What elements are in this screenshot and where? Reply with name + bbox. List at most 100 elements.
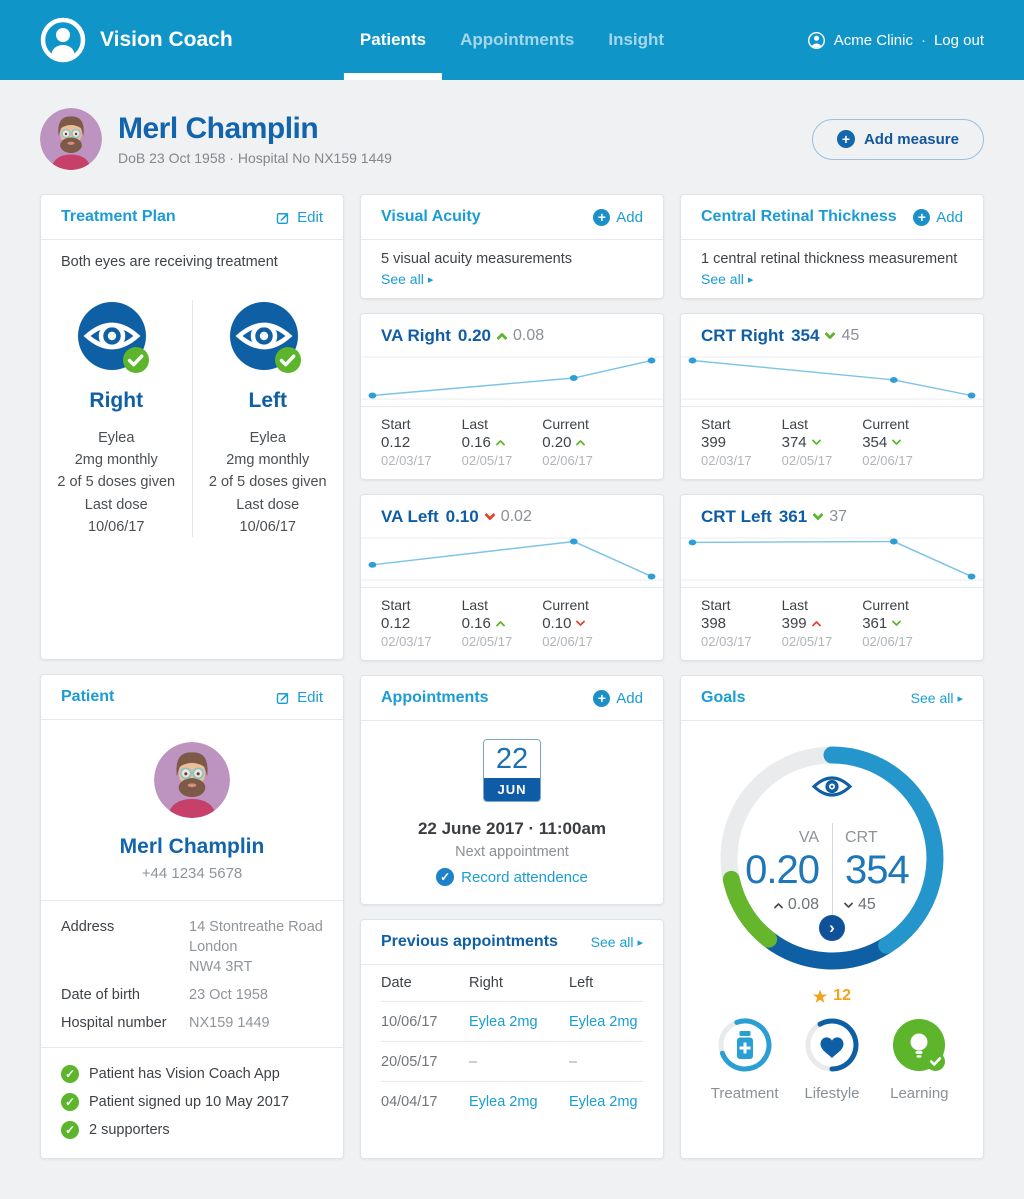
- crt-summary: 1 central retinal thickness measurement: [701, 251, 958, 267]
- add-measure-label: Add measure: [863, 130, 959, 148]
- visual-acuity-add-link[interactable]: + Add: [593, 208, 643, 226]
- stat-current: Current 0.20 02/06/17: [542, 416, 593, 468]
- add-measure-button[interactable]: + Add measure: [811, 118, 984, 160]
- stat-start: Start 0.12 02/03/17: [381, 597, 432, 649]
- goals-see-all-link[interactable]: See all ▸: [910, 690, 963, 706]
- tab-appointments[interactable]: Appointments: [460, 30, 575, 49]
- next-appointment-datetime: 22 June 2017 · 11:00am: [417, 819, 607, 838]
- arrow-right-icon: ▸: [427, 273, 434, 286]
- trend-up-icon: [811, 620, 822, 631]
- trend-down-icon: [891, 616, 902, 627]
- crt-see-all-link[interactable]: See all ▸: [701, 271, 754, 287]
- trend-down-icon: [811, 435, 822, 446]
- treatment-link[interactable]: Eylea 2mg: [469, 1094, 538, 1110]
- clinic-link[interactable]: Acme Clinic: [833, 31, 913, 49]
- check-icon: ✓: [436, 868, 455, 886]
- gauge-va: VA 0.20 0.08: [745, 829, 820, 913]
- dashboard-grid: Treatment Plan Edit Both eyes are receiv…: [0, 194, 1024, 1199]
- tab-insight[interactable]: Insight: [608, 30, 665, 49]
- arrow-right-icon: ▸: [957, 692, 963, 705]
- patient-card-avatar: [154, 742, 230, 818]
- table-header-row: Date Right Left: [381, 965, 643, 1002]
- crt-right-sparkline: [681, 356, 983, 400]
- treatment-plan-title: Treatment Plan: [61, 208, 176, 225]
- calendar-icon: 22 JUN: [483, 739, 541, 802]
- trend-up-icon: [495, 439, 506, 450]
- treatment-link[interactable]: Eylea 2mg: [469, 1013, 538, 1030]
- stat-last: Last 0.16 02/05/17: [461, 416, 513, 468]
- check-icon: ✓: [61, 1121, 79, 1139]
- stat-start: Start 398 02/03/17: [701, 597, 752, 649]
- stat-current: Current 354 02/06/17: [862, 416, 913, 468]
- record-attendance-link[interactable]: ✓ Record attendence: [436, 868, 588, 886]
- appointments-title: Appointments: [381, 689, 489, 706]
- table-row: 20/05/17 – –: [381, 1042, 643, 1082]
- trend-down-icon: [824, 328, 837, 340]
- goals-title: Goals: [701, 689, 746, 706]
- arrow-right-icon: ▸: [747, 273, 754, 286]
- gauge-crt: CRT 354 45: [843, 829, 910, 913]
- va-left-sparkline: [361, 537, 663, 581]
- learning-icon: [893, 1019, 946, 1071]
- trend-down-icon: [484, 509, 496, 521]
- arrow-right-icon: ▸: [637, 936, 643, 949]
- page-title: Merl Champlin: [118, 112, 319, 145]
- treatment-link[interactable]: Eylea 2mg: [569, 1094, 638, 1110]
- trend-down-icon: [812, 509, 824, 521]
- user-icon: [807, 31, 825, 49]
- nav-right: Acme Clinic · Log out: [807, 31, 984, 50]
- plus-icon: +: [593, 208, 611, 226]
- star-icon: ★: [812, 989, 828, 1006]
- previous-appointments-see-all-link[interactable]: See all ▸: [590, 934, 643, 950]
- top-nav: Vision Coach Patients Appointments Insig…: [0, 0, 1024, 80]
- patient-card-name: Merl Champlin: [119, 835, 265, 858]
- patient-edit-link[interactable]: Edit: [276, 689, 323, 706]
- logout-link[interactable]: Log out: [933, 31, 984, 49]
- stat-start: Start 0.12 02/03/17: [381, 416, 432, 468]
- appointments-add-link[interactable]: + Add: [593, 689, 643, 707]
- check-item-app: ✓ Patient has Vision Coach App: [41, 1060, 343, 1088]
- patient-card-title: Patient: [61, 688, 115, 705]
- brand: Vision Coach: [40, 17, 233, 63]
- va-summary: 5 visual acuity measurements: [381, 251, 572, 267]
- column-right: Central Retinal Thickness + Add 1 centra…: [680, 194, 984, 1159]
- trend-down-icon: [843, 898, 854, 908]
- vision-coach-logo: [40, 17, 86, 63]
- goal-progress-ring: [720, 746, 944, 970]
- next-appointment-label: Next appointment: [455, 844, 569, 860]
- appointments-card: Appointments + Add 22 JUN 22 June 2017 ·…: [360, 675, 664, 905]
- lifestyle-ring-icon: [805, 1018, 859, 1072]
- edit-icon: [276, 212, 289, 224]
- crt-add-link[interactable]: + Add: [913, 208, 963, 226]
- stat-last: Last 374 02/05/17: [781, 416, 833, 468]
- nav-separator: ·: [920, 31, 926, 49]
- va-see-all-link[interactable]: See all ▸: [381, 271, 434, 287]
- patient-header: Merl Champlin DoB 23 Oct 1958 · Hospital…: [0, 80, 1024, 194]
- previous-appointments-table: Date Right Left 10/06/17 Eylea 2mg Eylea…: [361, 965, 663, 1130]
- goal-treatment[interactable]: Treatment: [701, 1017, 788, 1102]
- treatment-ring-icon: [718, 1018, 772, 1072]
- plus-icon: +: [836, 130, 855, 148]
- stat-last: Last 399 02/05/17: [781, 597, 833, 649]
- treatment-plan-edit-link[interactable]: Edit: [276, 209, 323, 226]
- check-icon: ✓: [61, 1093, 79, 1111]
- eye-icon: [811, 776, 853, 797]
- crt-right-card: CRT Right 354 45 Start 399 02/03/17 Last…: [680, 313, 984, 480]
- visual-acuity-title: Visual Acuity: [381, 208, 481, 225]
- goal-learning[interactable]: Learning: [876, 1017, 963, 1102]
- crt-title: Central Retinal Thickness: [701, 208, 897, 225]
- visual-acuity-card: Visual Acuity + Add 5 visual acuity meas…: [360, 194, 664, 299]
- goals-card: Goals See all ▸: [680, 675, 984, 1159]
- next-goal-button[interactable]: ›: [819, 915, 845, 941]
- patient-avatar: [40, 108, 102, 170]
- patient-phone: +44 1234 5678: [141, 865, 243, 882]
- crt-left-sparkline: [681, 537, 983, 581]
- stars-earned: ★ 12: [812, 987, 852, 1006]
- gauge-divider: [832, 823, 833, 928]
- column-left: Treatment Plan Edit Both eyes are receiv…: [40, 194, 344, 1159]
- goal-lifestyle[interactable]: Lifestyle: [788, 1017, 875, 1102]
- tab-patients[interactable]: Patients: [343, 0, 443, 80]
- eye-right-icon: [78, 302, 150, 373]
- trend-up-icon: [575, 439, 586, 450]
- treatment-link[interactable]: Eylea 2mg: [569, 1013, 638, 1030]
